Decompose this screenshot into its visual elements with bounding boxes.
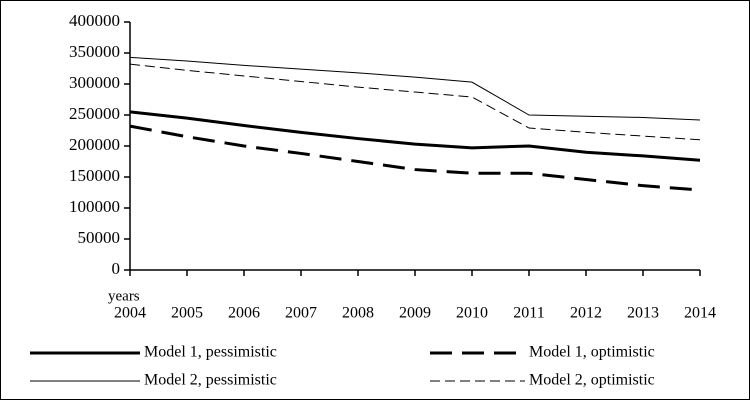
x-tick-label: 2010 <box>456 305 488 322</box>
x-tick-label: 2004 <box>114 305 146 322</box>
y-tick-label: 50000 <box>78 228 121 247</box>
x-tick-label: 2013 <box>627 305 659 322</box>
series-line <box>129 124 701 192</box>
x-tick-label: 2011 <box>513 305 544 322</box>
y-tick-label: 400000 <box>69 11 120 30</box>
legend-label: Model 1, pessimistic <box>144 344 277 361</box>
x-tick-label: 2006 <box>228 305 260 322</box>
x-tick-label: 2012 <box>570 305 602 322</box>
y-tick-label: 250000 <box>69 104 120 123</box>
x-tick-label: 2009 <box>399 305 431 322</box>
series-line <box>129 63 701 141</box>
x-tick-label: 2008 <box>342 305 374 322</box>
y-tick-label: 0 <box>112 259 121 278</box>
y-tick-label: 200000 <box>69 135 120 154</box>
y-tick-label: 350000 <box>69 42 120 61</box>
legend-label: Model 2, optimistic <box>529 372 655 389</box>
series-line <box>129 56 701 121</box>
legend-label: Model 2, pessimistic <box>144 372 277 389</box>
y-tick-label: 150000 <box>69 166 120 185</box>
x-tick-label: 2005 <box>171 305 203 322</box>
y-tick-label: 300000 <box>69 73 120 92</box>
legend-label: Model 1, optimistic <box>529 344 655 361</box>
x-tick-label: 2014 <box>684 305 716 322</box>
x-axis-label: years <box>108 288 140 304</box>
x-tick-label: 2007 <box>285 305 317 322</box>
series-line <box>129 110 701 162</box>
y-tick-label: 100000 <box>69 197 120 216</box>
